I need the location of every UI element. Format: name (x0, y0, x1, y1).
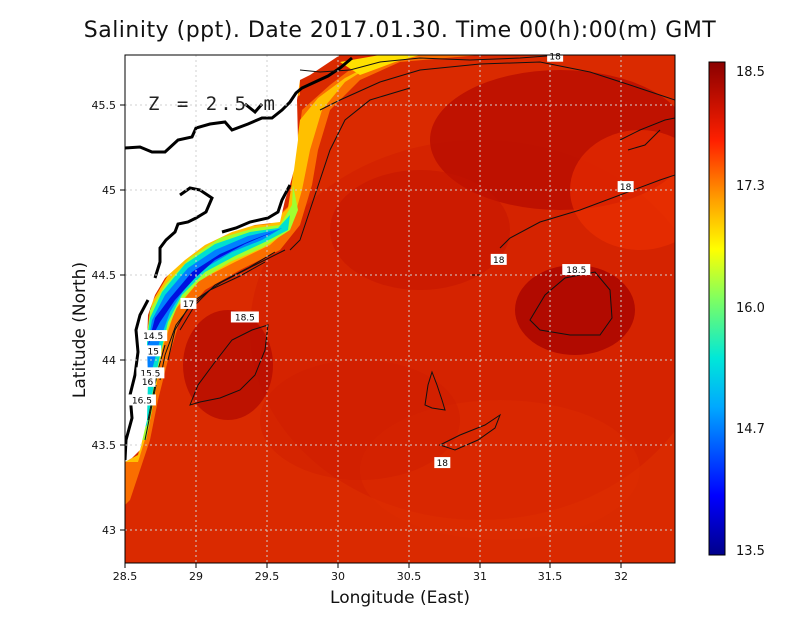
contour-label: 17 (180, 297, 197, 310)
contour-label: 18.5 (562, 264, 591, 276)
x-axis-label: Longitude (East) (330, 588, 470, 608)
axis-ticks (120, 104, 622, 568)
y-tick-label: 45 (102, 184, 116, 197)
contour-label-text: 15.5 (140, 369, 160, 379)
contour-label: 18.5 (230, 311, 259, 323)
contour-label: 15 (145, 345, 162, 357)
contour-label-text: 16.5 (132, 396, 152, 406)
y-tick-label: 45.5 (92, 99, 117, 112)
contour-label: 18 (434, 457, 451, 469)
contour-label-box (617, 181, 634, 193)
x-tick-label: 30 (331, 570, 345, 583)
x-tick-label: 29 (189, 570, 203, 583)
contour-label: 18 (617, 181, 634, 193)
contour-label-box (547, 50, 564, 62)
contour-label-box (180, 297, 197, 309)
contour-label: 18 (547, 50, 564, 63)
map-title: Salinity (ppt). Date 2017.01.30. Time 00… (83, 18, 717, 43)
contour-label: 16 (139, 375, 156, 388)
depth-label: Z = 2.5 m (148, 93, 278, 115)
x-tick-labels: 28.5 29 29.5 30 30.5 31 31.5 32 (113, 570, 628, 583)
coastline (125, 56, 353, 461)
contour-lines (144, 55, 675, 451)
plot-frame (124, 54, 676, 564)
colorbar-ramp (708, 61, 726, 556)
x-tick-label: 29.5 (255, 570, 280, 583)
contour-label-box (136, 367, 165, 379)
contour-label: 15.5 (136, 367, 165, 379)
x-tick-label: 30.5 (397, 570, 422, 583)
x-tick-label: 28.5 (113, 570, 138, 583)
colorbar-tick-label: 14.7 (736, 422, 765, 437)
contour-label-text: 18.5 (566, 266, 586, 276)
land-mask (125, 55, 340, 462)
y-tick-label: 43 (102, 524, 116, 537)
contour-label: 18 (490, 253, 507, 266)
colorbar-tick-label: 18.5 (736, 65, 765, 80)
contour-label-text: 17 (183, 300, 194, 310)
contour-label-box (139, 375, 156, 387)
contour-label-text: 18 (549, 53, 561, 63)
contour-label-text: 18 (620, 183, 632, 193)
contour-label-text: 18 (437, 459, 449, 469)
contour-label-text: 15 (147, 347, 158, 357)
y-tick-label: 43.5 (92, 439, 117, 452)
contour-label-text: 18 (493, 256, 505, 266)
colorbar-tick-label: 17.3 (736, 179, 765, 194)
contour-label-box (230, 311, 259, 323)
y-tick-label: 44 (102, 354, 116, 367)
contour-label-box (139, 330, 168, 342)
contour-label-text: 14.5 (143, 332, 163, 342)
contour-label-text: 16 (142, 378, 154, 388)
contour-label-box (127, 394, 156, 406)
colorbar-tick-label: 13.5 (736, 544, 765, 559)
contour-label-text: 18.5 (235, 313, 255, 323)
contour-labels: 18 18 18 18.5 18.5 17 14.5 15 15.516 16.5 18 (127, 50, 634, 469)
contour-label-box (434, 457, 451, 469)
y-tick-labels: 43 43.5 44 44.5 45 45.5 (92, 99, 117, 537)
x-tick-label: 32 (614, 570, 628, 583)
contour-label: 14.5 (139, 330, 168, 342)
contour-label-box (490, 253, 507, 265)
contour-label-box (562, 264, 591, 276)
colorbar-tick-label: 16.0 (736, 301, 765, 316)
y-tick-label: 44.5 (92, 269, 117, 282)
colorbar: 18.5 17.3 16.0 14.7 13.5 (708, 61, 765, 559)
contour-label-box (145, 345, 162, 357)
x-tick-label: 31.5 (538, 570, 563, 583)
x-tick-label: 31 (473, 570, 487, 583)
grid-lines (125, 55, 675, 563)
contour-label: 16.5 (127, 394, 156, 406)
